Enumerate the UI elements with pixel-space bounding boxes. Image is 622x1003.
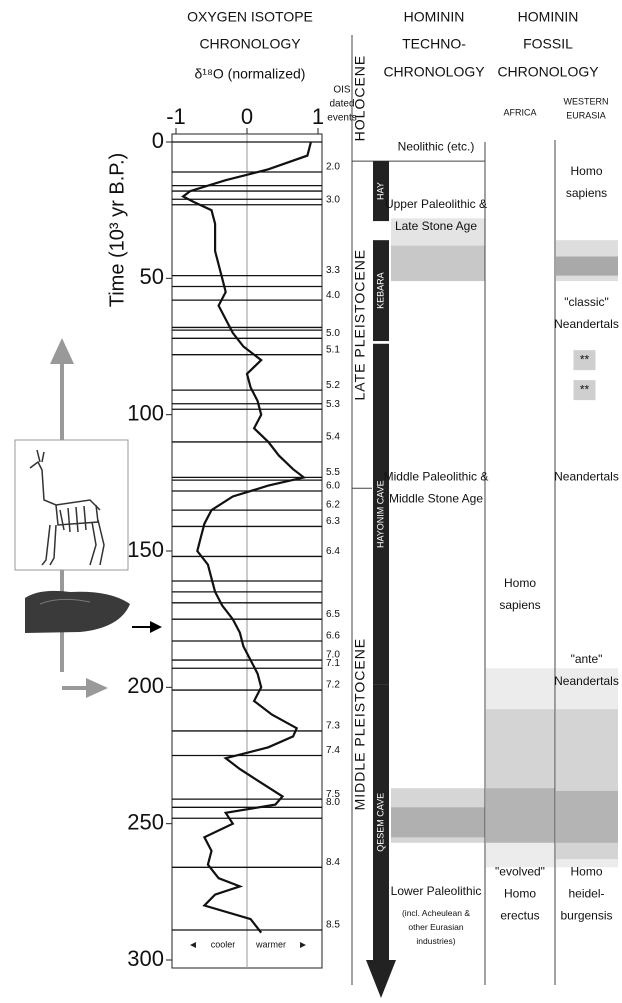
x-tick-label: 0 [241,104,253,129]
fossil-label: Homo [504,576,536,590]
epoch-label: LATE PLEISTOCENE [352,249,368,401]
figure: OXYGEN ISOTOPE CHRONOLOGY δ¹⁸O (normaliz… [0,0,622,1003]
event-label: 5.1 [326,344,340,355]
event-label: 5.2 [326,380,340,391]
cave-label: HAYONIM CAVE [375,480,385,548]
fossil-label: ** [580,352,590,366]
y-tick-label: 150 [127,537,164,562]
event-label: 6.2 [326,500,340,511]
fossil-label: Neandertals [554,470,619,484]
column-header: HOMININ [404,9,465,25]
x-annotation: cooler [211,939,236,949]
gray-arrowhead [86,678,108,698]
techno-note: (incl. Acheulean & [402,908,470,918]
techno-label: Upper Paleolithic & [385,197,487,211]
event-label: 7.1 [326,658,340,669]
x-tick-label: -1 [166,104,186,129]
cave-label: KEBARA [375,272,385,309]
cave-label: QESEM CAVE [375,793,385,852]
cave-label: HAY [375,182,385,200]
column-subheader: WESTERN [564,96,609,106]
fossil-label: sapiens [499,598,540,612]
pointer-arrowhead [150,621,162,633]
fossil-label: "classic" [564,295,609,309]
epoch-label: HOLOCENE [352,55,368,142]
fossil-label: Homo [570,865,602,879]
techno-note: industries) [416,936,455,946]
event-label: 6.4 [326,546,340,557]
column-header: FOSSIL [523,36,573,52]
event-label: 5.4 [326,432,340,443]
event-label: 7.2 [326,680,340,691]
event-label: 6.5 [326,609,340,620]
fossil-label: ** [580,382,590,396]
fossil-label: erectus [500,909,539,923]
y-tick-label: 200 [127,673,164,698]
event-label: 3.3 [326,265,340,276]
fossil-label: Neandertals [554,317,619,331]
time-band [391,246,485,281]
event-label: 2.0 [326,162,340,173]
cave-arrow [366,960,396,998]
stone-tool [25,591,130,633]
epoch-label: MIDDLE PLEISTOCENE [352,638,368,811]
column-subheader: EURASIA [566,110,606,120]
event-label: 5.0 [326,328,340,339]
event-label: 8.4 [326,857,340,868]
fossil-label: Homo [570,164,602,178]
event-label: 7.3 [326,721,340,732]
fossil-label: Homo [504,887,536,901]
y-tick-label: 250 [127,809,164,834]
column-subheader: AFRICA [503,107,536,117]
chart-title: OXYGEN ISOTOPE [187,9,313,25]
techno-note: other Eurasian [408,922,464,932]
fossil-label: "ante" [571,652,603,666]
x-annotation: warmer [255,939,286,949]
x-tick-label: 1 [312,104,324,129]
skeleton-frame [15,440,128,570]
techno-label: Lower Paleolithic [391,884,482,898]
event-label: 3.0 [326,194,340,205]
techno-label: Middle Stone Age [389,491,483,505]
x-axis-label: δ¹⁸O (normalized) [195,66,306,82]
fossil-label: Neandertals [554,674,619,688]
y-tick-label: 100 [127,400,164,425]
time-band [486,788,555,843]
event-label: 5.5 [326,467,340,478]
column-header: TECHNO- [402,36,466,52]
event-label: 6.0 [326,481,340,492]
event-label: 6.6 [326,631,340,642]
time-band [391,807,485,837]
fossil-label: heidel- [568,887,604,901]
illustrations [15,338,162,698]
column-header: CHRONOLOGY [497,64,599,80]
fossil-label: "evolved" [495,865,545,879]
y-tick-label: 50 [140,264,164,289]
fossil-label: sapiens [566,186,607,200]
column-header: CHRONOLOGY [383,64,485,80]
time-band [556,257,618,276]
techno-label: Late Stone Age [395,219,477,233]
event-label: 4.0 [326,290,340,301]
event-label: 8.0 [326,797,340,808]
event-label: 7.4 [326,745,340,756]
chart-title: CHRONOLOGY [199,36,301,52]
column-header: HOMININ [518,9,579,25]
y-tick-label: 300 [127,946,164,971]
annotation-arrow [190,942,306,948]
fossil-label: burgensis [560,909,612,923]
y-tick-label: 0 [152,128,164,153]
events-title: OIS [333,85,351,96]
techno-label: Middle Paleolithic & [384,469,489,483]
event-label: 8.5 [326,920,340,931]
time-band [556,791,618,843]
event-label: 6.3 [326,516,340,527]
techno-label: Neolithic (etc.) [398,140,475,154]
event-label: 5.3 [326,399,340,410]
y-axis-label: Time (10³ yr B.P.) [106,153,128,307]
gray-arrowhead [50,338,74,364]
